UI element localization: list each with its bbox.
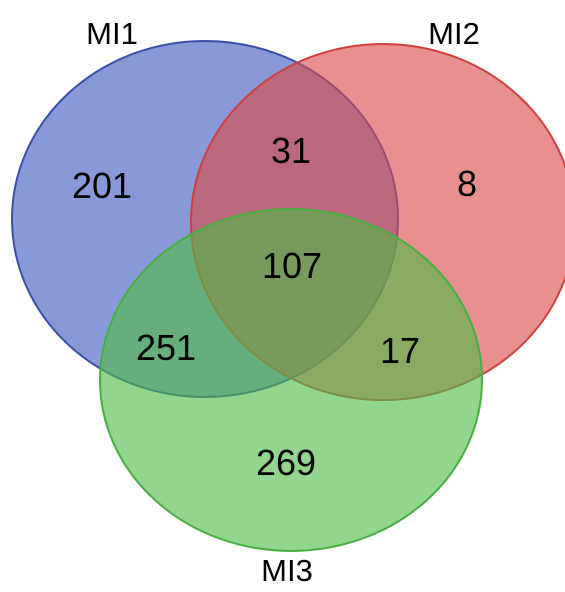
set-label-mi1: MI1: [86, 16, 138, 51]
region-count-mi1-only: 201: [72, 165, 132, 206]
region-count-mi1-mi3: 251: [136, 327, 196, 368]
region-count-mi2-only: 8: [457, 163, 477, 204]
region-count-mi1-mi2: 31: [271, 130, 311, 171]
region-count-mi3-only: 269: [256, 442, 316, 483]
region-count-mi2-mi3: 17: [380, 330, 420, 371]
region-count-mi1-mi2-mi3: 107: [262, 245, 322, 286]
set-circle-mi3: [99, 208, 483, 552]
set-label-mi2: MI2: [428, 16, 480, 51]
set-label-mi3: MI3: [261, 553, 313, 587]
